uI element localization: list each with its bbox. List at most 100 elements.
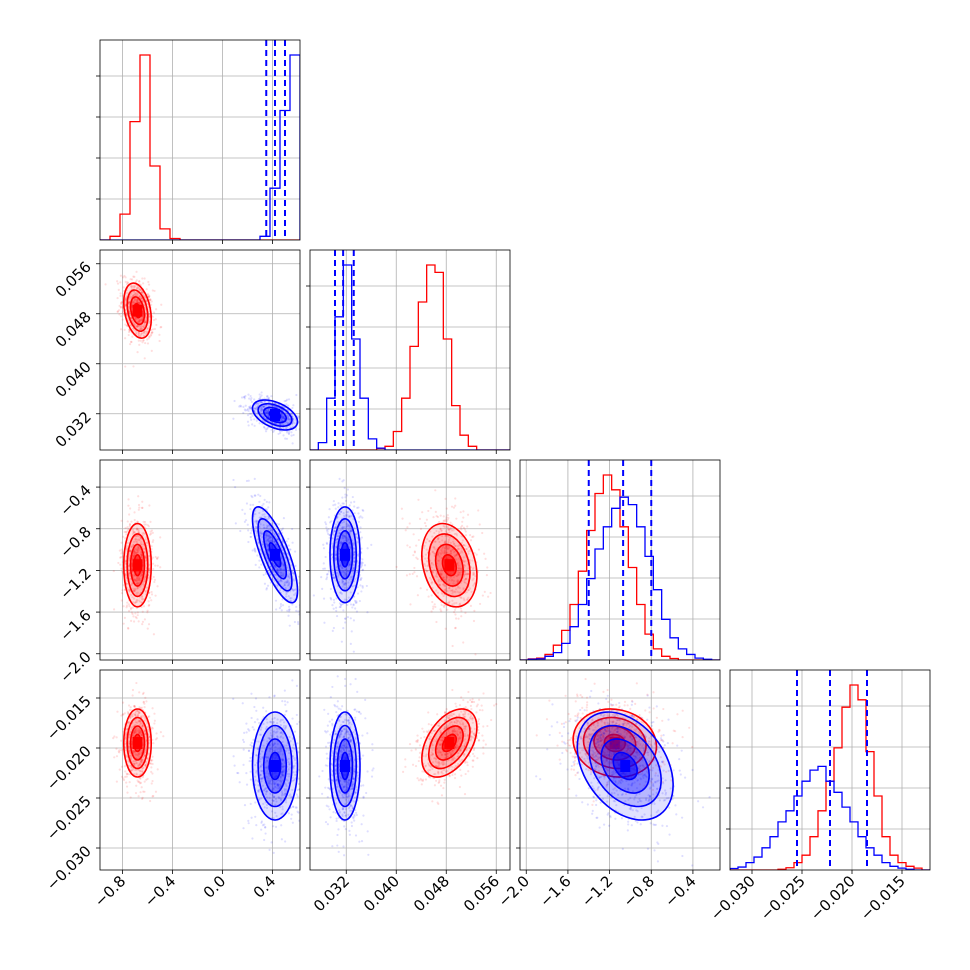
scatter-point <box>344 568 347 572</box>
scatter-point <box>266 426 269 429</box>
scatter-point <box>143 706 146 709</box>
scatter-point <box>122 535 125 538</box>
scatter-point <box>343 571 346 574</box>
scatter-point <box>344 535 347 539</box>
scatter-point <box>445 516 448 519</box>
density-peak <box>132 737 143 749</box>
scatter-point <box>146 327 149 330</box>
scatter-point <box>148 739 151 742</box>
scatter-point <box>255 403 258 406</box>
scatter-point <box>267 397 270 400</box>
histogram-red <box>310 264 510 450</box>
scatter-point <box>265 542 268 545</box>
scatter-point <box>344 617 347 620</box>
scatter-point <box>142 543 145 546</box>
scatter-point <box>250 745 254 748</box>
scatter-point <box>135 287 138 290</box>
scatter-point <box>133 298 137 301</box>
scatter-point <box>431 571 435 574</box>
scatter-point <box>137 579 140 582</box>
scatter-point <box>133 578 136 582</box>
scatter-point <box>347 564 350 568</box>
scatter-point <box>141 610 144 613</box>
scatter-point <box>154 308 158 311</box>
scatter-point <box>265 417 268 421</box>
scatter-point <box>359 526 362 529</box>
scatter-point <box>253 494 256 497</box>
scatter-point <box>458 571 461 574</box>
scatter-point <box>126 282 130 285</box>
scatter-point <box>455 558 458 561</box>
scatter-point <box>276 735 279 738</box>
scatter-point <box>149 299 152 302</box>
scatter-point <box>131 606 134 609</box>
scatter-point <box>349 529 352 532</box>
scatter-point <box>139 791 142 794</box>
scatter-point <box>240 396 244 399</box>
scatter-point <box>438 540 441 544</box>
scatter-point <box>147 577 150 580</box>
scatter-point <box>251 503 255 506</box>
scatter-point <box>264 572 268 575</box>
scatter-point <box>244 404 247 407</box>
scatter-point <box>433 552 436 555</box>
scatter-point <box>433 540 437 543</box>
scatter-point <box>141 506 144 510</box>
scatter-point <box>473 582 476 586</box>
scatter-point <box>265 533 268 536</box>
scatter-point <box>259 401 262 404</box>
scatter-point <box>143 578 146 581</box>
scatter-point <box>430 582 433 585</box>
scatter-point <box>425 569 429 572</box>
scatter-point <box>285 580 288 584</box>
scatter-point <box>418 517 422 520</box>
scatter-point <box>118 313 121 316</box>
scatter-point <box>249 535 252 539</box>
scatter-point <box>350 529 353 532</box>
scatter-point <box>133 574 136 578</box>
scatter-point <box>122 622 125 625</box>
scatter-point <box>267 409 270 412</box>
scatter-point <box>346 523 349 526</box>
scatter-point <box>445 587 448 590</box>
scatter-point <box>269 573 272 576</box>
scatter-point <box>132 286 136 289</box>
scatter-point <box>140 556 143 559</box>
scatter-point <box>337 502 340 505</box>
scatter-point <box>273 422 276 425</box>
scatter-point <box>159 536 162 539</box>
scatter-point <box>136 325 139 328</box>
scatter-point <box>353 578 357 581</box>
scatter-point <box>359 566 363 569</box>
scatter-point <box>278 568 281 572</box>
scatter-point <box>244 394 247 398</box>
scatter-point <box>147 623 151 626</box>
scatter-point <box>136 714 139 717</box>
scatter-point <box>322 543 325 546</box>
scatter-point <box>454 627 457 630</box>
scatter-point <box>451 578 454 581</box>
scatter-point <box>238 405 241 408</box>
scatter-point <box>448 547 451 550</box>
scatter-point <box>115 736 118 739</box>
scatter-point <box>143 716 146 719</box>
scatter-point <box>127 527 130 531</box>
scatter-point <box>350 575 353 578</box>
scatter-point <box>125 785 129 788</box>
scatter-point <box>259 523 262 526</box>
scatter-point <box>295 605 298 608</box>
scatter-point <box>248 405 251 409</box>
scatter-point <box>290 563 293 567</box>
scatter-point <box>275 815 278 818</box>
scatter-point <box>297 421 300 424</box>
scatter-point <box>434 605 437 609</box>
contour-line <box>329 506 361 604</box>
scatter-point <box>265 527 268 530</box>
scatter-point <box>138 728 141 731</box>
scatter-point <box>416 557 419 561</box>
scatter-point <box>129 716 132 719</box>
scatter-point <box>132 322 135 325</box>
scatter-point <box>258 393 261 396</box>
scatter-point <box>124 280 127 284</box>
scatter-point <box>472 577 475 580</box>
